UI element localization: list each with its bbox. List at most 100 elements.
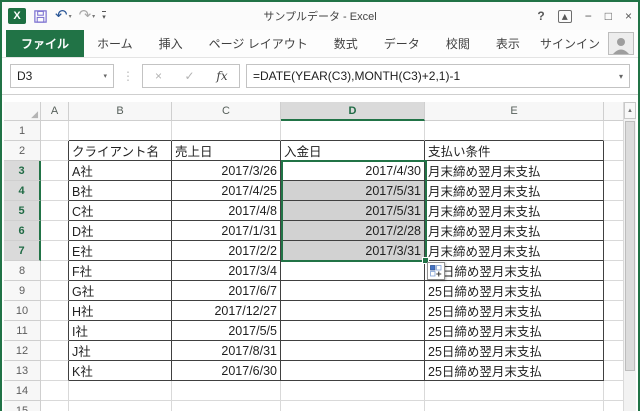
cell-A1[interactable] [41,121,69,141]
cell-B6[interactable]: D社 [69,221,172,241]
minimize-button[interactable]: − [584,9,592,23]
cell-D8[interactable] [281,261,425,281]
row-header-10[interactable]: 10 [4,301,41,321]
cell-C15[interactable] [172,401,281,411]
name-box-dropdown-icon[interactable]: ▾ [103,73,107,80]
scrollbar-thumb[interactable] [625,121,635,371]
cell-E13[interactable]: 25日締め翌月末支払 [425,361,604,381]
tab-review[interactable]: 校閲 [445,37,470,51]
cell-B10[interactable]: H社 [69,301,172,321]
scroll-up-button[interactable]: ▲ [624,102,636,119]
cell-C13[interactable]: 2017/6/30 [172,361,281,381]
tab-home[interactable]: ホーム [97,37,133,51]
cell-B14[interactable] [69,381,172,401]
cell-D4[interactable]: 2017/5/31 [281,181,425,201]
row-header-13[interactable]: 13 [4,361,41,381]
cell-D7[interactable]: 2017/3/31 [281,241,425,261]
cell-C12[interactable]: 2017/8/31 [172,341,281,361]
cell-C4[interactable]: 2017/4/25 [172,181,281,201]
cell-E7[interactable]: 月末締め翌月末支払 [425,241,604,261]
row-header-12[interactable]: 12 [4,341,41,361]
save-button[interactable] [33,9,48,24]
customize-qat-icon[interactable]: ▾ [102,11,106,21]
cell-C1[interactable] [172,121,281,141]
column-header-E[interactable]: E [425,102,604,121]
cell-A4[interactable] [41,181,69,201]
close-button[interactable]: × [624,9,632,23]
cell-D2[interactable]: 入金日 [281,141,425,161]
cell-B1[interactable] [69,121,172,141]
cell-D12[interactable] [281,341,425,361]
cell-B9[interactable]: G社 [69,281,172,301]
cell-B3[interactable]: A社 [69,161,172,181]
undo-button[interactable]: ↶ ▾ [55,8,72,23]
cell-A5[interactable] [41,201,69,221]
row-header-8[interactable]: 8 [4,261,41,281]
tab-page-layout[interactable]: ページ レイアウト [208,37,308,51]
tab-formulas[interactable]: 数式 [333,37,358,51]
user-avatar[interactable] [608,32,634,55]
cell-B4[interactable]: B社 [69,181,172,201]
cell-C10[interactable]: 2017/12/27 [172,301,281,321]
cell-D3[interactable]: 2017/4/30 [281,161,425,181]
tab-insert[interactable]: 挿入 [158,37,183,51]
excel-logo-icon[interactable]: X [8,8,26,24]
name-box[interactable]: D3 ▾ [10,64,114,88]
cell-C14[interactable] [172,381,281,401]
cell-D5[interactable]: 2017/5/31 [281,201,425,221]
cell-E14[interactable] [425,381,604,401]
undo-dropdown-icon[interactable]: ▾ [68,13,72,20]
cell-D6[interactable]: 2017/2/28 [281,221,425,241]
cell-A15[interactable] [41,401,69,411]
help-button[interactable]: ? [537,9,545,23]
cell-E12[interactable]: 25日締め翌月末支払 [425,341,604,361]
column-header-C[interactable]: C [172,102,281,121]
cell-E9[interactable]: 25日締め翌月末支払 [425,281,604,301]
row-header-15[interactable]: 15 [4,401,41,411]
cell-B7[interactable]: E社 [69,241,172,261]
column-header-B[interactable]: B [69,102,172,121]
cell-B8[interactable]: F社 [69,261,172,281]
row-header-2[interactable]: 2 [4,141,41,161]
cell-E1[interactable] [425,121,604,141]
tab-data[interactable]: データ [383,37,420,51]
cell-E15[interactable] [425,401,604,411]
column-header-D[interactable]: D [281,102,425,121]
cell-B15[interactable] [69,401,172,411]
formula-bar-expand-icon[interactable]: ▾ [618,71,623,81]
cell-B13[interactable]: K社 [69,361,172,381]
cell-C5[interactable]: 2017/4/8 [172,201,281,221]
cell-D15[interactable] [281,401,425,411]
cell-E5[interactable]: 月末締め翌月末支払 [425,201,604,221]
row-header-1[interactable]: 1 [4,121,41,141]
tab-file[interactable]: ファイル [6,30,85,57]
redo-dropdown-icon[interactable]: ▾ [92,13,96,20]
redo-button[interactable]: ↷ ▾ [79,8,96,23]
cell-E3[interactable]: 月末締め翌月末支払 [425,161,604,181]
cell-B2[interactable]: クライアント名 [69,141,172,161]
cell-E6[interactable]: 月末締め翌月末支払 [425,221,604,241]
row-header-7[interactable]: 7 [4,241,41,261]
cell-A14[interactable] [41,381,69,401]
formula-input[interactable]: =DATE(YEAR(C3),MONTH(C3)+2,1)-1 ▾ [246,64,630,88]
cell-A2[interactable] [41,141,69,161]
cell-C7[interactable]: 2017/2/2 [172,241,281,261]
cell-B11[interactable]: I社 [69,321,172,341]
row-header-9[interactable]: 9 [4,281,41,301]
enter-icon[interactable]: ✓ [184,69,195,83]
ribbon-display-options-button[interactable]: ▴ [557,9,572,23]
cell-A10[interactable] [41,301,69,321]
cell-A6[interactable] [41,221,69,241]
cell-A8[interactable] [41,261,69,281]
cell-E11[interactable]: 25日締め翌月末支払 [425,321,604,341]
column-header-A[interactable]: A [41,102,69,121]
cell-D10[interactable] [281,301,425,321]
select-all-corner[interactable]: ◢ [4,102,41,121]
cell-B12[interactable]: J社 [69,341,172,361]
cell-D13[interactable] [281,361,425,381]
cell-D11[interactable] [281,321,425,341]
cell-B5[interactable]: C社 [69,201,172,221]
cell-A3[interactable] [41,161,69,181]
cell-D14[interactable] [281,381,425,401]
cell-A12[interactable] [41,341,69,361]
